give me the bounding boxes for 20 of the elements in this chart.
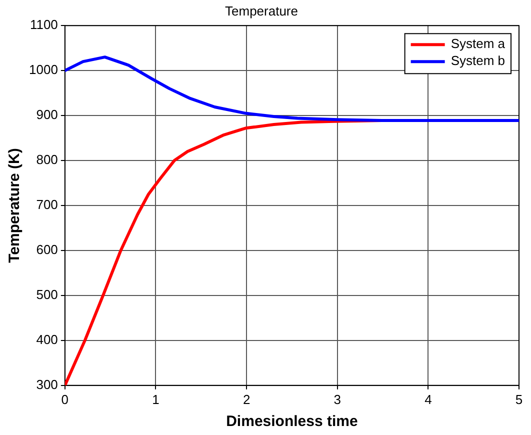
x-tick-label: 4 [424, 392, 432, 407]
chart-title: Temperature [225, 3, 298, 18]
y-tick-label: 700 [36, 197, 58, 212]
y-tick-label: 400 [36, 332, 58, 348]
y-tick-label: 800 [36, 152, 58, 168]
y-tick-label: 1100 [30, 17, 58, 32]
y-tick-label: 900 [36, 107, 58, 122]
x-tick-label: 1 [152, 392, 160, 407]
y-tick-label: 300 [36, 376, 58, 392]
y-tick-label: 600 [36, 242, 58, 258]
legend-label: System a [450, 36, 506, 52]
legend-label: System b [450, 53, 506, 68]
x-tick-label: 2 [242, 392, 250, 407]
x-tick-label: 3 [334, 392, 341, 407]
y-tick-label: 1000 [29, 62, 58, 78]
y-axis-title: Temperature (K) [6, 148, 24, 263]
x-axis-title: Dimesionless time [226, 413, 358, 430]
x-tick-label: 0 [61, 392, 69, 407]
x-tick-label: 5 [515, 392, 523, 407]
y-tick-label: 500 [36, 287, 58, 302]
